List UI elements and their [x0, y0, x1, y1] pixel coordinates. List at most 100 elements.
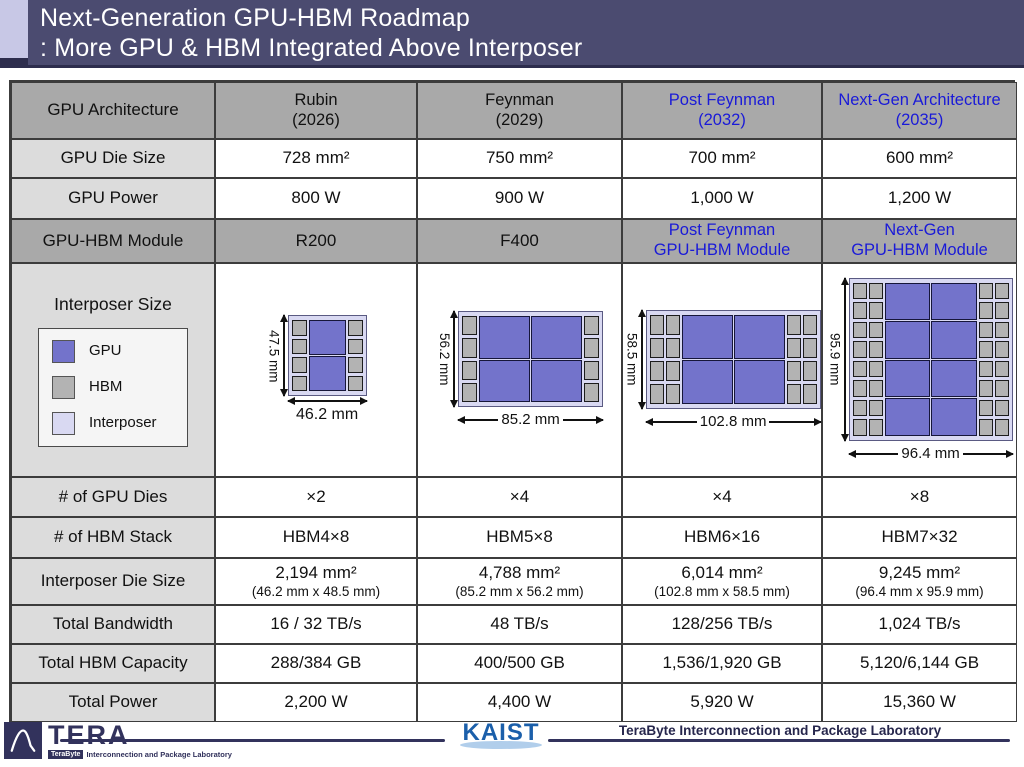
hbm-die	[868, 321, 883, 338]
horizontal-arrow	[286, 397, 368, 406]
page-title: Next-Generation GPU-HBM Roadmap : More G…	[40, 3, 582, 63]
hbm-die	[852, 282, 867, 299]
title-line-1: Next-Generation GPU-HBM Roadmap	[40, 4, 470, 32]
kaist-logo: KAIST	[458, 721, 544, 749]
horizontal-arrow-right	[769, 417, 822, 426]
module-name-feynman: F400	[417, 219, 622, 263]
footer-divider-left	[60, 739, 445, 742]
hbm-die	[868, 302, 883, 319]
tera-logo-icon	[4, 722, 42, 759]
row-label-gpu-dies: # of GPU Dies	[11, 477, 215, 517]
hbm-die	[786, 314, 801, 335]
hbm-die	[802, 360, 817, 381]
hbm-die	[786, 383, 801, 404]
gpu-die	[931, 359, 977, 397]
bandwidth-feynman: 48 TB/s	[417, 605, 622, 644]
hbm-stack-feynman: HBM5×8	[417, 517, 622, 558]
bandwidth-rubin: 16 / 32 TB/s	[215, 605, 417, 644]
power-next-gen: 15,360 W	[822, 683, 1017, 722]
hbm-die	[462, 316, 478, 336]
gpu-die	[531, 316, 583, 359]
gpu-dies-next-gen: ×8	[822, 477, 1017, 517]
title-bar: Next-Generation GPU-HBM Roadmap : More G…	[0, 0, 1024, 68]
horizontal-arrow-left	[457, 416, 499, 424]
width-dimension-label: 46.2 mm	[295, 406, 359, 424]
hbm-die	[665, 383, 680, 404]
hbm-die	[802, 314, 817, 335]
interposer-die-size-next-gen: 9,245 mm² (96.4 mm x 95.9 mm)	[822, 558, 1017, 605]
gpu-die-size-post-feynman: 700 mm²	[622, 139, 822, 178]
gpu-swatch	[52, 339, 75, 363]
gpu-die-size-feynman: 750 mm²	[417, 139, 622, 178]
height-dimension-label: 47.5 mm	[266, 329, 282, 383]
gpu-die	[931, 282, 977, 320]
hbm-die	[649, 337, 664, 358]
hbm-die	[291, 320, 307, 336]
power-feynman: 4,400 W	[417, 683, 622, 722]
hbm-die	[994, 399, 1009, 416]
width-dimension: 85.2 mm	[457, 411, 605, 429]
hbm-die	[978, 360, 993, 377]
header-post-feynman: Post Feynman (2032)	[622, 82, 822, 139]
hbm-die	[852, 360, 867, 377]
hbm-die	[649, 360, 664, 381]
gpu-die	[479, 316, 531, 359]
gpu-die-size-next-gen: 600 mm²	[822, 139, 1017, 178]
power-rubin: 2,200 W	[215, 683, 417, 722]
header-next-gen: Next-Gen Architecture (2035)	[822, 82, 1017, 139]
hbm-swatch	[52, 375, 75, 399]
gpu-die	[884, 359, 931, 397]
hbm-die	[462, 382, 478, 402]
capacity-rubin: 288/384 GB	[215, 644, 417, 683]
footer: TERA TeraByte Interconnection and Packag…	[0, 721, 1024, 767]
row-label-gpu-die-size: GPU Die Size	[11, 139, 215, 178]
hbm-die	[665, 314, 680, 335]
roadmap-table: GPU Architecture Rubin (2026) Feynman (2…	[9, 80, 1017, 724]
title-accent-block	[0, 0, 28, 58]
hbm-die	[994, 341, 1009, 358]
hbm-die	[852, 302, 867, 319]
gpu-power-feynman: 900 W	[417, 178, 622, 219]
interposer-outline	[645, 309, 821, 409]
tera-logo: TERA TeraByte Interconnection and Packag…	[4, 722, 232, 759]
hbm-die	[868, 399, 883, 416]
hbm-die	[852, 419, 867, 436]
hbm-die	[852, 321, 867, 338]
hbm-die	[868, 360, 883, 377]
footer-divider-right	[548, 739, 1010, 742]
hbm-die	[291, 357, 307, 373]
gpu-die	[531, 359, 583, 402]
diagram-cell-post-feynman: 58.5 mm 102.8 mm	[622, 263, 822, 477]
title-accent-foot	[0, 58, 28, 68]
hbm-die	[584, 360, 600, 380]
height-dimension-label: 95.9 mm	[827, 332, 843, 386]
height-dimension-label: 58.5 mm	[624, 332, 640, 386]
hbm-die	[978, 341, 993, 358]
hbm-die	[462, 360, 478, 380]
bandwidth-next-gen: 1,024 TB/s	[822, 605, 1017, 644]
terabyte-badge: TeraByte	[48, 750, 84, 759]
hbm-zone	[291, 320, 307, 392]
bell-curve-icon	[10, 728, 36, 752]
hbm-die	[786, 337, 801, 358]
interposer-die-size-rubin: 2,194 mm² (46.2 mm x 48.5 mm)	[215, 558, 417, 605]
gpu-dies-post-feynman: ×4	[622, 477, 822, 517]
row-label-interposer-die-size: Interposer Die Size	[11, 558, 215, 605]
hbm-die	[649, 383, 664, 404]
module-diagram-next-gen: 95.9 mm 96.4 mm	[826, 276, 1014, 463]
hbm-die	[978, 282, 993, 299]
gpu-die	[681, 359, 733, 404]
hbm-zone	[852, 282, 883, 436]
module-name-rubin: R200	[215, 219, 417, 263]
hbm-zone	[584, 316, 600, 402]
hbm-die	[994, 302, 1009, 319]
module-diagram-feynman: 56.2 mm 85.2 mm	[436, 310, 605, 429]
hbm-die	[868, 341, 883, 358]
hbm-die	[802, 337, 817, 358]
gpu-die	[308, 320, 346, 356]
hbm-die	[786, 360, 801, 381]
gpu-dies-feynman: ×4	[417, 477, 622, 517]
hbm-die	[291, 375, 307, 392]
row-label-hbm-stack: # of HBM Stack	[11, 517, 215, 558]
